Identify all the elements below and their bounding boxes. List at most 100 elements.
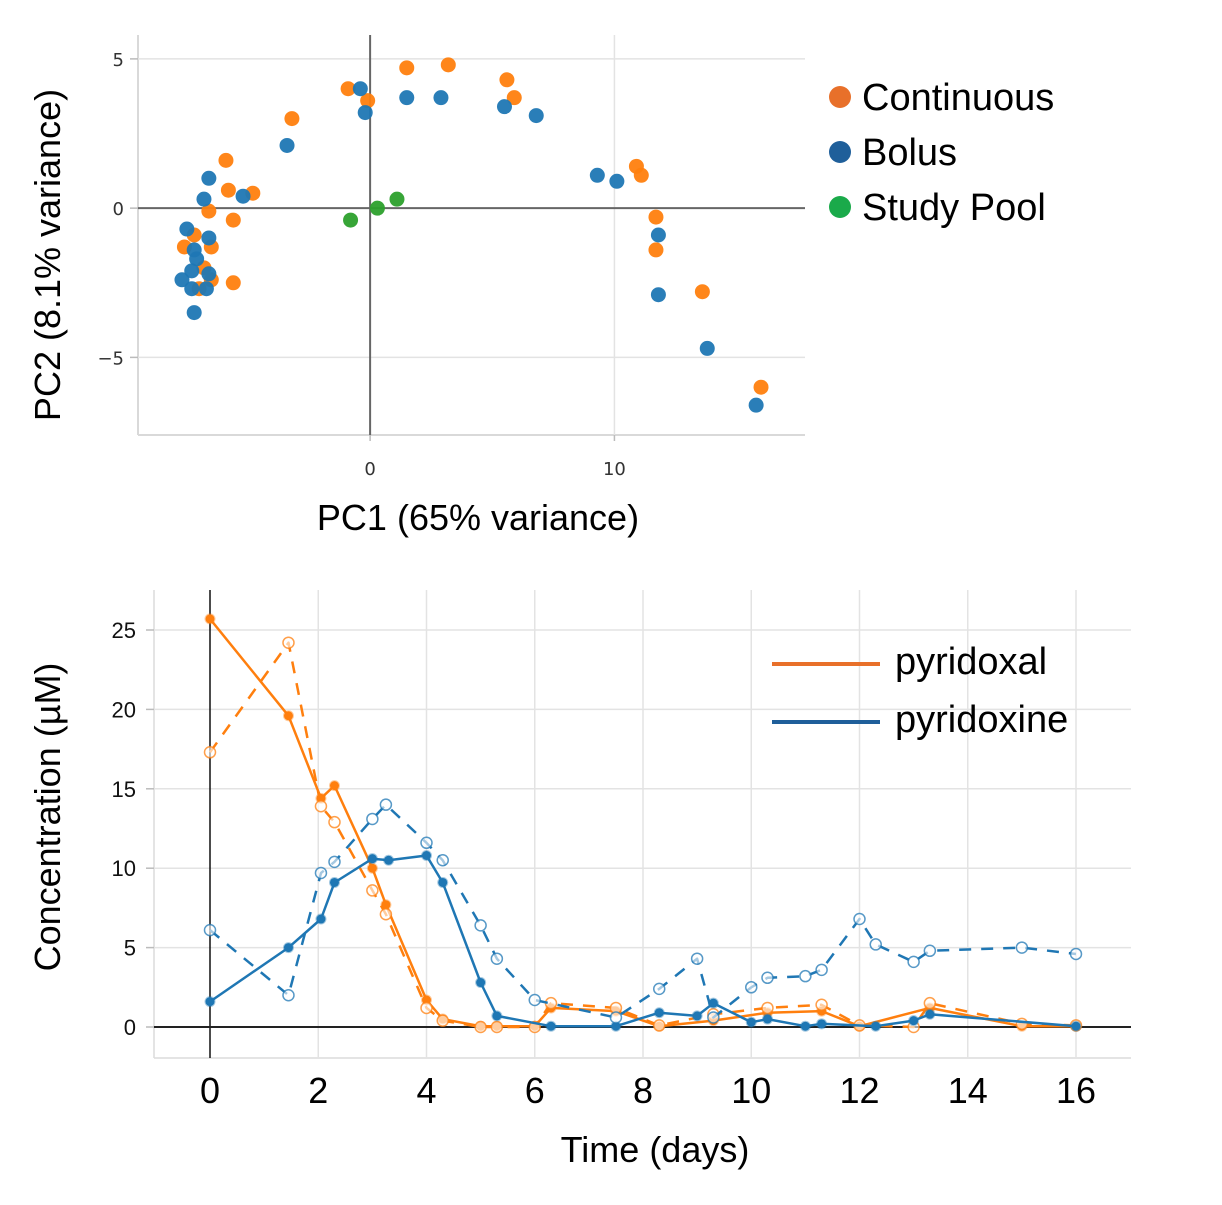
pca-legend-label: Study Pool	[862, 187, 1046, 229]
ts-point-pyridoxal-solid	[315, 792, 327, 804]
pca-legend-marker	[829, 141, 851, 163]
ts-xtick-label: 6	[525, 1070, 545, 1111]
pca-xtick-label: 10	[603, 459, 626, 480]
ts-point-pyridoxine-dashed	[379, 798, 393, 811]
ts-point-pyridoxine-solid	[475, 977, 487, 989]
pca-point-continuous	[340, 81, 356, 97]
ts-point-pyridoxal-solid	[475, 1020, 487, 1032]
ts-point-pyridoxal-solid	[816, 1005, 828, 1017]
pca-scatter-chart: 5 0 −5 0 10 PC1 (65% variance) PC2 (8.1% var…	[27, 35, 1054, 538]
ts-point-pyridoxal-dashed	[379, 908, 393, 921]
pca-point-bolus	[198, 281, 214, 297]
ts-point-pyridoxal-solid	[366, 862, 378, 874]
pca-point-continuous	[225, 275, 241, 291]
ts-point-pyridoxine-dashed	[528, 993, 541, 1007]
ts-point-pyridoxal-solid	[707, 1015, 719, 1027]
ts-point-pyridoxal-dashed	[1069, 1019, 1083, 1032]
ts-point-pyridoxine-solid	[421, 849, 432, 861]
ts-point-pyridoxal-dashed	[490, 1020, 504, 1034]
ts-point-pyridoxal-dashed	[436, 1014, 449, 1027]
ts-point-pyridoxal-dashed	[282, 636, 295, 649]
ts-point-pyridoxal-solid	[380, 899, 392, 911]
ts-point-pyridoxal-dashed	[528, 1020, 541, 1034]
ts-point-pyridoxine-dashed	[853, 912, 866, 926]
ts-point-pyridoxine-dashed	[907, 955, 920, 969]
ts-point-pyridoxal-solid	[328, 780, 340, 792]
pca-point-bolus	[189, 251, 205, 267]
ts-ytick-label: 0	[124, 1015, 136, 1040]
ts-point-pyridoxine-dashed	[923, 944, 937, 958]
pca-point-bolus	[201, 170, 217, 186]
pca-axes	[138, 35, 805, 435]
ts-line-pyridoxine-solid	[209, 854, 1077, 1028]
pca-point-continuous	[499, 72, 515, 88]
ts-point-pyridoxine-dashed	[815, 963, 828, 977]
ts-gridlines	[146, 590, 1131, 1059]
ts-point-pyridoxine-solid	[691, 1010, 703, 1022]
ts-point-pyridoxal-solid	[924, 1002, 936, 1014]
pca-point-continuous	[225, 212, 241, 228]
ts-point-pyridoxine-dashed	[328, 855, 341, 869]
pca-point-study-pool	[343, 212, 359, 228]
pca-point-bolus	[186, 305, 202, 321]
ts-point-pyridoxal-solid	[653, 1020, 665, 1032]
ts-point-pyridoxal-dashed	[328, 815, 341, 829]
ts-xtick-label: 4	[416, 1070, 436, 1111]
ts-point-pyridoxine-dashed	[799, 969, 812, 983]
pca-ytick-label: 5	[113, 50, 124, 71]
pca-point-bolus	[184, 263, 200, 279]
ts-xtick-label: 8	[633, 1070, 653, 1111]
pca-point-bolus	[196, 191, 212, 207]
ts-point-pyridoxine-dashed	[490, 952, 504, 965]
ts-point-pyridoxine-solid	[437, 876, 449, 888]
pca-point-study-pool	[389, 191, 405, 207]
pca-point-continuous	[648, 242, 664, 258]
ts-legend: pyridoxal pyridoxine	[772, 641, 1068, 741]
ts-xtick-label: 0	[200, 1070, 220, 1111]
pca-point-continuous	[440, 57, 456, 73]
ts-ytick-label: 5	[124, 936, 136, 961]
pca-point-bolus	[589, 167, 605, 183]
ts-point-pyridoxal-solid	[437, 1013, 449, 1025]
pca-point-bolus	[357, 105, 373, 121]
pca-points	[174, 57, 769, 413]
ts-point-pyridoxine-dashed	[474, 919, 487, 932]
ts-point-pyridoxine-dashed	[652, 982, 666, 996]
ts-point-pyridoxal-dashed	[707, 1008, 720, 1021]
ts-point-pyridoxine-solid	[745, 1016, 757, 1028]
pca-point-continuous	[360, 93, 376, 109]
ts-point-pyridoxal-solid	[1070, 1020, 1082, 1032]
ts-xtick-label: 16	[1056, 1070, 1096, 1111]
pca-legend-marker	[829, 196, 851, 218]
ts-point-pyridoxal-dashed	[203, 746, 217, 759]
ts-point-pyridoxal-solid	[204, 613, 216, 625]
ts-point-pyridoxal-dashed	[420, 1001, 433, 1015]
ts-point-pyridoxine-solid	[653, 1007, 665, 1019]
ts-point-pyridoxal-dashed	[314, 800, 328, 813]
ts-series	[203, 613, 1083, 1034]
ts-point-pyridoxine-solid	[282, 942, 294, 954]
pca-legend-label: Bolus	[862, 132, 957, 174]
ts-point-pyridoxine-dashed	[761, 971, 774, 985]
pca-point-continuous	[201, 203, 217, 219]
ts-point-pyridoxine-solid	[328, 876, 340, 888]
pca-point-continuous	[218, 152, 234, 168]
ts-point-pyridoxine-solid	[870, 1020, 882, 1032]
pca-point-bolus	[433, 90, 449, 106]
ts-axes	[154, 590, 1131, 1058]
ts-line-pyridoxal-solid	[209, 618, 1076, 1028]
pca-point-bolus	[650, 227, 666, 243]
ts-legend-label: pyridoxine	[895, 699, 1068, 741]
ts-point-pyridoxal-dashed	[761, 1001, 774, 1015]
pca-point-bolus	[352, 81, 368, 97]
ts-line-pyridoxal-dashed	[208, 641, 1077, 1029]
ts-point-pyridoxine-solid	[204, 996, 216, 1008]
ts-point-pyridoxine-dashed	[869, 938, 882, 951]
pca-point-continuous	[633, 167, 649, 183]
pca-point-bolus	[528, 108, 544, 124]
ts-point-pyridoxal-dashed	[1015, 1017, 1029, 1031]
pca-y-axis-label: PC2 (8.1% variance)	[27, 89, 68, 421]
ts-point-pyridoxine-solid	[491, 1010, 503, 1022]
ts-point-pyridoxal-dashed	[923, 996, 937, 1010]
ts-point-pyridoxine-dashed	[690, 952, 704, 965]
